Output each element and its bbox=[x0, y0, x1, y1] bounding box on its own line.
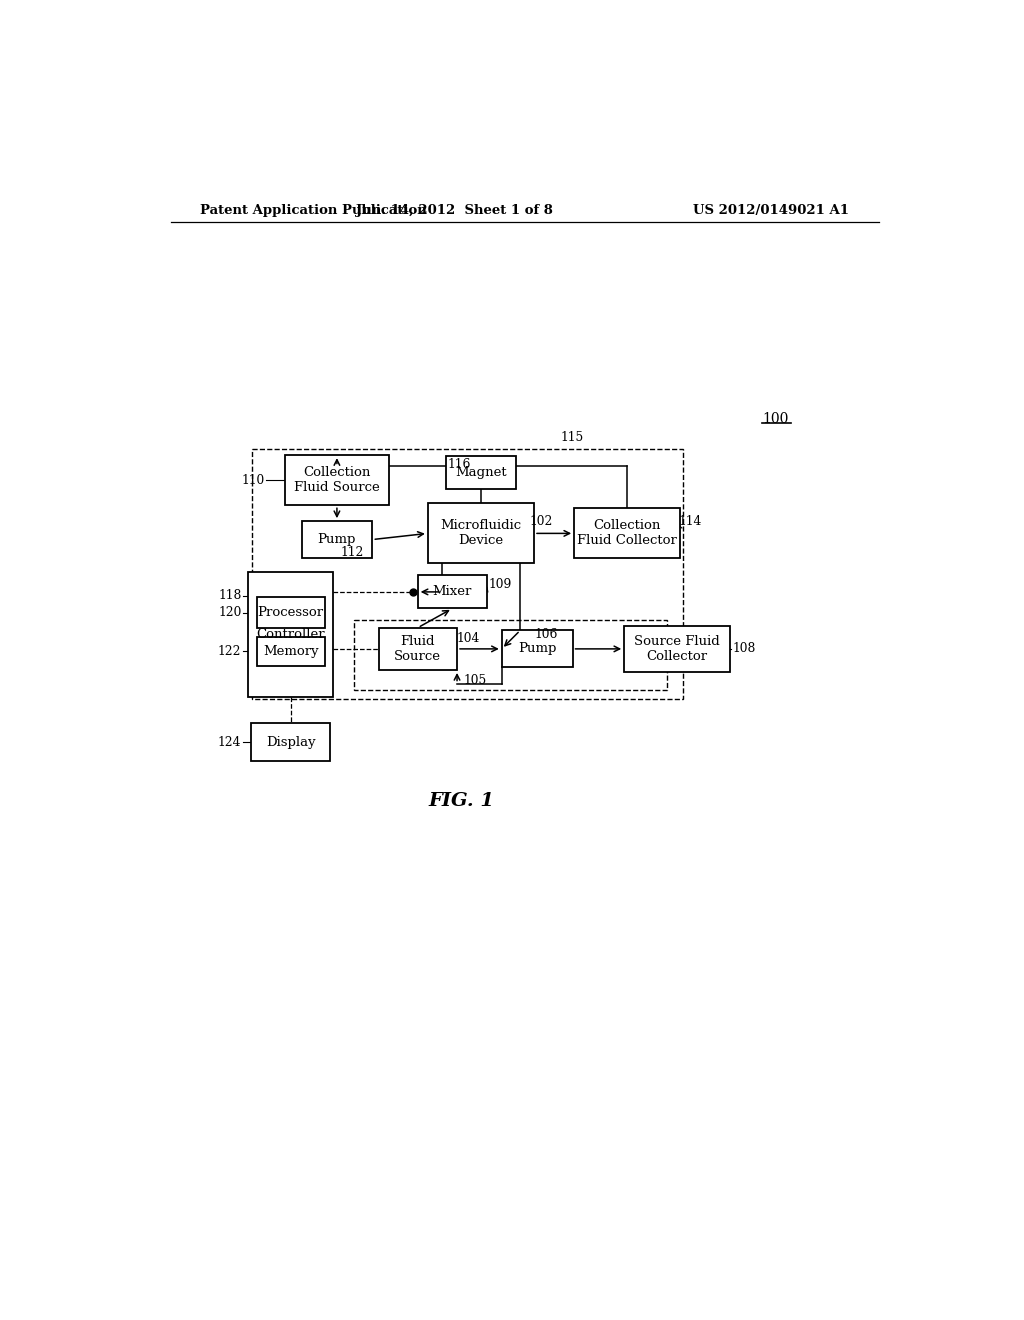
Bar bbox=[574, 508, 680, 558]
Text: Jun. 14, 2012  Sheet 1 of 8: Jun. 14, 2012 Sheet 1 of 8 bbox=[355, 205, 552, 218]
Text: Display: Display bbox=[266, 735, 315, 748]
Text: 106: 106 bbox=[535, 628, 558, 640]
Bar bbox=[249, 572, 333, 697]
Bar bbox=[257, 636, 325, 665]
Bar bbox=[502, 631, 572, 668]
Text: US 2012/0149021 A1: US 2012/0149021 A1 bbox=[692, 205, 849, 218]
Text: Collection
Fluid Collector: Collection Fluid Collector bbox=[578, 519, 677, 548]
Text: 104: 104 bbox=[457, 631, 480, 644]
Text: 112: 112 bbox=[341, 546, 365, 560]
Text: 100: 100 bbox=[762, 412, 788, 425]
Bar bbox=[625, 626, 730, 672]
Bar bbox=[354, 620, 668, 689]
Text: 109: 109 bbox=[488, 578, 512, 591]
Bar bbox=[257, 597, 325, 628]
Text: FIG. 1: FIG. 1 bbox=[429, 792, 495, 810]
Text: Patent Application Publication: Patent Application Publication bbox=[200, 205, 427, 218]
Bar bbox=[379, 628, 457, 671]
Text: 110: 110 bbox=[242, 474, 264, 487]
Bar bbox=[252, 723, 330, 762]
Text: Collection
Fluid Source: Collection Fluid Source bbox=[294, 466, 380, 494]
Text: 120: 120 bbox=[218, 606, 242, 619]
Text: Processor: Processor bbox=[258, 606, 324, 619]
Bar bbox=[252, 449, 683, 700]
Bar bbox=[446, 455, 515, 490]
Text: Source Fluid
Collector: Source Fluid Collector bbox=[635, 635, 720, 663]
Text: 116: 116 bbox=[447, 458, 471, 471]
Text: Memory: Memory bbox=[263, 644, 318, 657]
Text: 124: 124 bbox=[218, 735, 242, 748]
Bar bbox=[428, 503, 535, 564]
Bar bbox=[285, 455, 389, 506]
Text: Pump: Pump bbox=[518, 643, 556, 656]
Text: 102: 102 bbox=[529, 515, 553, 528]
Text: 118: 118 bbox=[218, 589, 242, 602]
Text: 108: 108 bbox=[733, 643, 756, 656]
Text: Pump: Pump bbox=[317, 533, 356, 546]
Text: 105: 105 bbox=[463, 675, 486, 686]
Text: Magnet: Magnet bbox=[455, 466, 507, 479]
Text: 115: 115 bbox=[560, 430, 584, 444]
Text: Mixer: Mixer bbox=[433, 585, 472, 598]
Text: Fluid
Source: Fluid Source bbox=[394, 635, 441, 663]
Text: Microfluidic
Device: Microfluidic Device bbox=[440, 519, 521, 548]
Text: 122: 122 bbox=[218, 644, 242, 657]
Bar bbox=[418, 576, 487, 609]
Text: Controller: Controller bbox=[256, 628, 325, 640]
Bar bbox=[301, 521, 373, 558]
Text: 114: 114 bbox=[679, 515, 702, 528]
